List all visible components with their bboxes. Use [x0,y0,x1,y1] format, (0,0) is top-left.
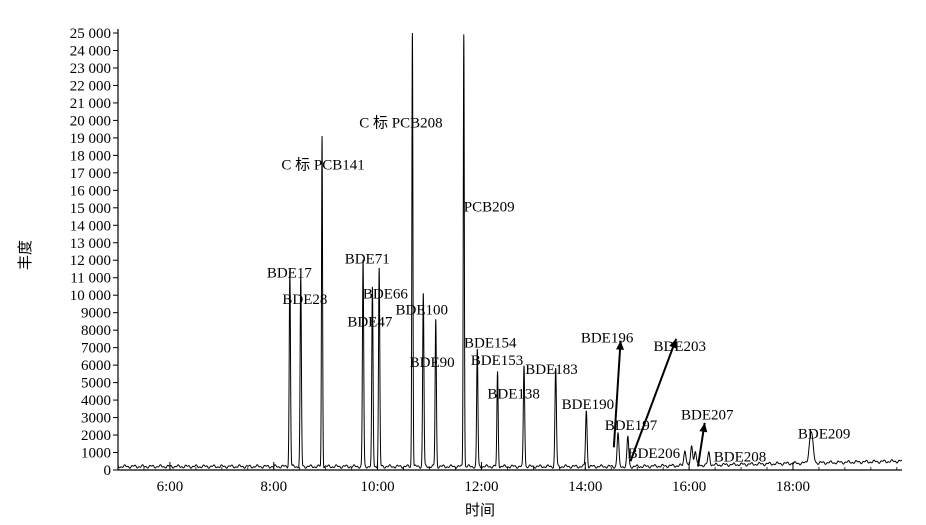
chromatogram-trace [117,32,903,469]
chromatogram-trace-group [117,32,903,469]
y-tick-label: 19 000 [70,131,111,147]
peak-label: BDE71 [345,252,390,268]
y-tick-label: 1000 [81,446,111,462]
peak-label: BDE208 [714,449,767,465]
peak-label: PCB209 [464,199,515,215]
peak-label: BDE66 [363,287,409,303]
arrow-head [616,340,625,350]
y-tick-label: 21 000 [70,96,111,112]
y-tick-label: 5000 [81,376,111,392]
arrow-group [612,338,708,467]
y-tick-label: 18 000 [70,148,111,164]
annotation-arrow [612,340,622,448]
x-axis-title: 时间 [465,501,495,519]
x-tick-label: 8:00 [260,479,287,495]
peak-label: BDE206 [628,446,681,462]
x-tick-label: 16:00 [672,479,706,495]
peak-label: BDE90 [410,355,455,371]
peak-label: BDE154 [464,336,517,352]
x-tick-label: 12:00 [464,479,498,495]
peak-label: BDE100 [395,302,448,318]
arrow-head [669,338,677,349]
y-tick-label: 13 000 [70,236,111,252]
peak-label: BDE47 [347,315,393,331]
peak-label: BDE209 [798,427,851,443]
y-tick-label: 15 000 [70,201,111,217]
peak-label: C 标 PCB141 [281,156,364,173]
y-tick-label: 17 000 [70,166,111,182]
y-tick-label: 16 000 [70,183,111,199]
y-tick-label: 4000 [81,393,111,409]
y-tick-label: 10 000 [70,288,111,304]
x-tick-label: 14:00 [568,479,602,495]
y-tick-label: 12 000 [70,253,111,269]
y-tick-label: 6000 [81,358,111,374]
y-tick-label: 8000 [81,323,111,339]
peak-label: BDE190 [562,397,615,413]
annotation-arrow [629,338,678,462]
peak-label: BDE207 [681,407,734,423]
x-tick-label: 6:00 [157,479,184,495]
x-tick-label: 10:00 [361,479,395,495]
peak-label: BDE196 [581,330,634,346]
y-tick-label: 22 000 [70,78,111,94]
peak-label: BDE138 [487,386,540,402]
peak-label: BDE17 [267,266,313,282]
peak-label: BDE183 [525,362,578,378]
y-tick-label: 20 000 [70,113,111,129]
peak-label: C 标 PCB208 [359,114,442,131]
y-axis-title: 丰度 [16,240,34,270]
y-tick-label: 14 000 [70,218,111,234]
y-tick-label: 25 000 [70,26,111,42]
y-tick-label: 3000 [81,411,111,427]
y-tick-label: 11 000 [70,271,111,287]
x-axis: 6:00 8:00 10:00 12:00 14:00 16:00 18:00 [117,462,902,495]
peak-labels: BDE17 BDE28 C 标 PCB141 BDE71 BDE66 BDE47 C 标 P… [267,114,851,465]
arrow-head [699,422,708,433]
peak-label: BDE153 [471,353,524,369]
peak-label: BDE28 [282,292,327,308]
y-tick-label: 24 000 [70,43,111,59]
y-tick-label: 2000 [81,428,111,444]
y-tick-label: 23 000 [70,61,111,77]
y-tick-label: 0 [104,463,112,479]
y-tick-label: 9000 [81,306,111,322]
x-tick-label: 18:00 [776,479,810,495]
y-tick-label: 7000 [81,341,111,357]
peak-label: BDE203 [654,339,707,355]
peak-label: BDE197 [605,418,658,434]
